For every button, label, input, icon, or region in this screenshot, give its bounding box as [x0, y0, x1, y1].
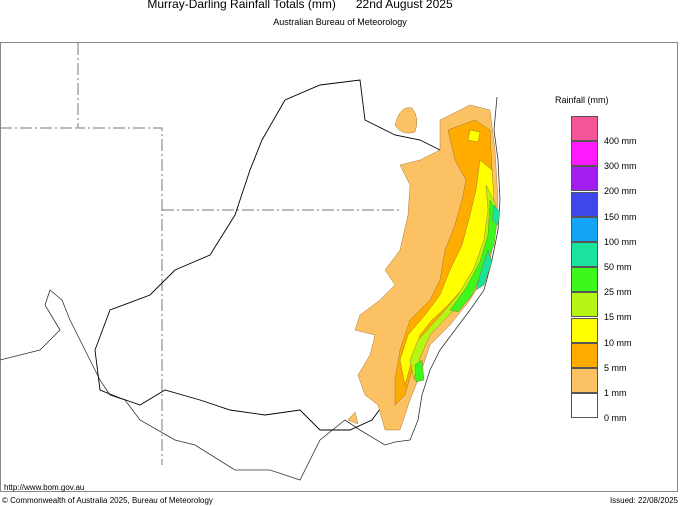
legend-swatch: [571, 216, 598, 242]
copyright: © Commonwealth of Australia 2025, Bureau…: [2, 496, 213, 505]
coastline: [0, 96, 501, 481]
legend-swatch: [571, 166, 598, 192]
legend-swatch: [571, 342, 598, 368]
legend-swatch: [571, 242, 598, 267]
map-frame: [0, 42, 678, 492]
legend-label: 400 mm: [604, 136, 637, 146]
legend-label: 50 mm: [604, 262, 632, 272]
legend-swatch: [571, 292, 598, 318]
legend-title: Rainfall (mm): [555, 95, 609, 105]
legend-swatch: [571, 393, 598, 419]
legend-label: 10 mm: [604, 337, 632, 348]
legend-swatch: [571, 267, 598, 293]
legend-label: 15 mm: [604, 312, 632, 323]
legend-swatch: [571, 141, 598, 167]
legend-label: 100 mm: [604, 236, 637, 247]
map-title: Murray-Darling Rainfall Totals (mm) 22nd …: [0, 0, 600, 11]
legend-label: 150 mm: [604, 211, 637, 222]
legend-label: 200 mm: [604, 186, 637, 197]
title-date: 22nd August 2025: [355, 0, 453, 11]
legend-swatch: [571, 191, 598, 217]
legend-label: 5 mm: [604, 362, 627, 373]
state-borders: [0, 43, 400, 465]
legend-swatch: [571, 368, 598, 393]
legend-label: 25 mm: [604, 287, 632, 298]
title-text: Murray-Darling Rainfall Totals (mm): [147, 0, 336, 11]
legend-label: 0 mm: [604, 413, 627, 424]
legend-label: 1 mm: [604, 388, 627, 398]
sa-border: [77, 43, 163, 465]
rainfall-areas: [347, 104, 501, 431]
map-subtitle: Australian Bureau of Meteorology: [273, 17, 407, 27]
legend-swatch: [571, 116, 598, 141]
legend-swatch: [571, 317, 598, 343]
legend-label: 300 mm: [604, 161, 637, 172]
issued-date: Issued: 22/08/2025: [609, 496, 678, 505]
website-url[interactable]: http://www.bom.gov.au: [4, 483, 85, 492]
